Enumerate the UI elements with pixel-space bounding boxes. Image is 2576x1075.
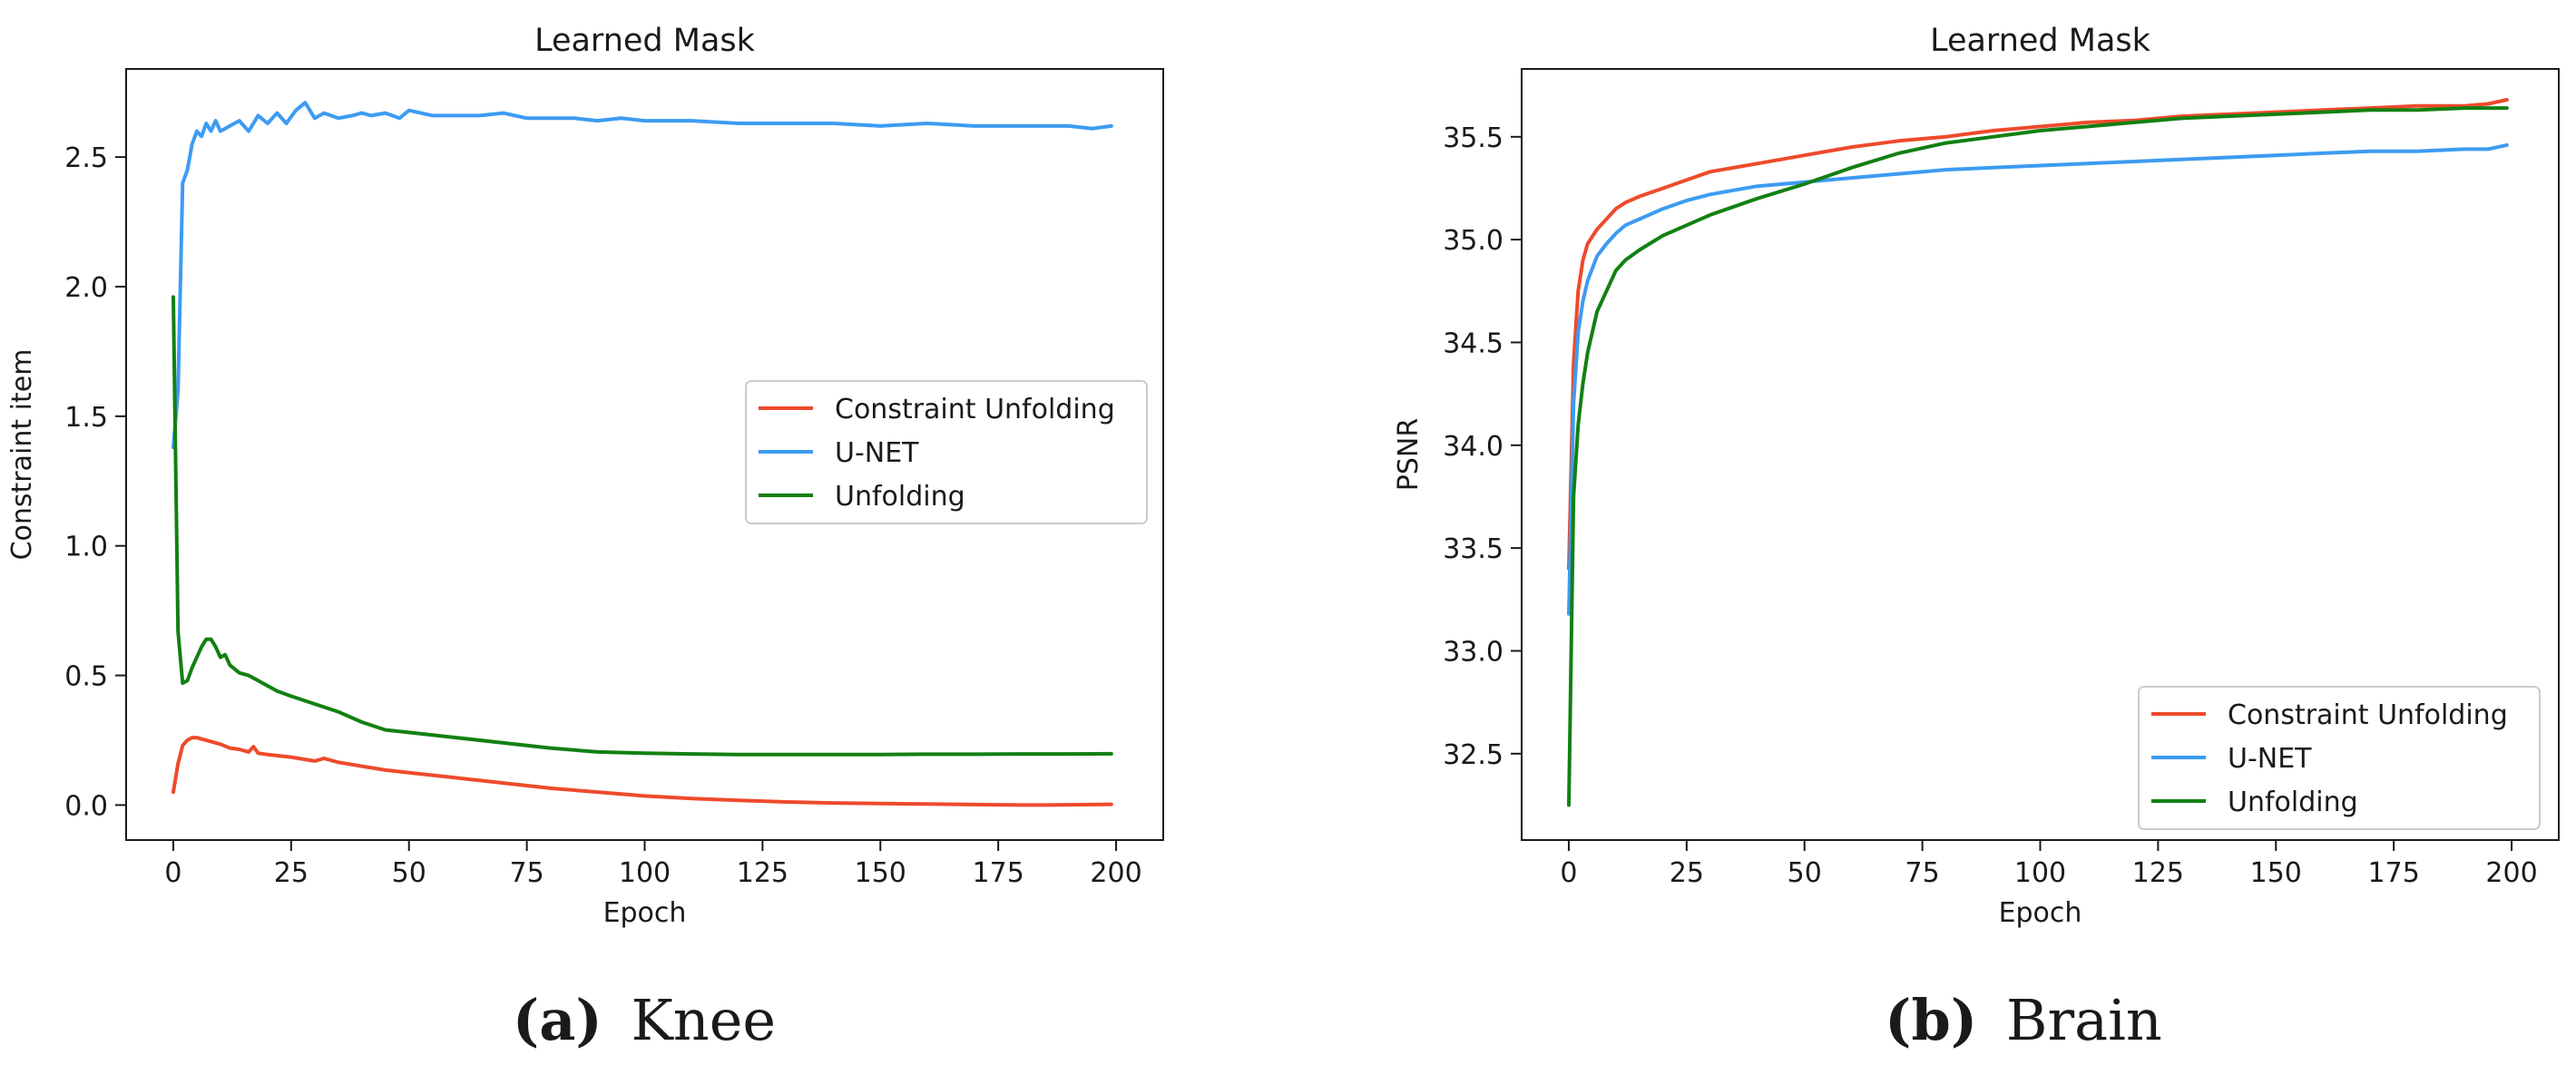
caption-brain: (b) Brain xyxy=(1885,987,2162,1053)
knee-x-tick-label: 175 xyxy=(973,857,1024,889)
brain-y-tick-label: 34.5 xyxy=(1443,327,1503,359)
knee-x-tick-label: 125 xyxy=(737,857,788,889)
brain-y-tick-label: 33.5 xyxy=(1443,533,1503,565)
brain-series-lines xyxy=(1567,98,2509,807)
knee-y-tick-label: 1.0 xyxy=(64,532,108,563)
caption-brain-letter: (b) xyxy=(1885,987,1977,1053)
caption-knee: (a) Knee xyxy=(513,987,776,1053)
brain-x-tick-label: 50 xyxy=(1788,857,1822,889)
brain-legend-label-unet: U-NET xyxy=(2228,743,2312,775)
brain-x-tick-label: 200 xyxy=(2485,857,2537,889)
brain-legend-box xyxy=(2138,686,2541,830)
knee-x-tick-label: 25 xyxy=(274,857,309,889)
knee-y-tick-label: 1.5 xyxy=(64,402,108,434)
knee-series-unet-line xyxy=(171,101,1113,450)
knee-y-axis-label: Constraint item xyxy=(6,349,38,561)
knee-legend: Constraint Unfolding U-NET Unfolding xyxy=(745,380,1148,524)
knee-y-tick-label: 2.0 xyxy=(64,272,108,304)
knee-y-tick-label: 0.5 xyxy=(64,661,108,693)
knee-x-tick-label: 150 xyxy=(855,857,906,889)
brain-series-constraint-unfolding-line xyxy=(1567,98,2509,571)
knee-legend-box xyxy=(745,380,1148,524)
brain-y-tick-label: 32.5 xyxy=(1443,739,1503,771)
brain-x-tick-label: 150 xyxy=(2250,857,2302,889)
knee-series-lines xyxy=(171,101,1113,807)
knee-chart-title: Learned Mask xyxy=(534,23,756,59)
brain-y-axis-label: PSNR xyxy=(1393,418,1425,491)
brain-chart-title: Learned Mask xyxy=(1930,23,2151,59)
knee-legend-label-constraint-unfolding: Constraint Unfolding xyxy=(835,394,1115,425)
knee-y-tick-label: 0.0 xyxy=(64,790,108,822)
svg-text:(a) Knee: (a) Knee xyxy=(513,987,776,1053)
brain-y-tick-label: 35.0 xyxy=(1443,225,1503,257)
brain-y-tick-label: 33.0 xyxy=(1443,636,1503,668)
brain-x-tick-label: 125 xyxy=(2132,857,2184,889)
caption-brain-label: Brain xyxy=(2006,987,2162,1053)
brain-legend-label-unfolding: Unfolding xyxy=(2228,787,2358,818)
brain-chart: 0 25 50 75 100 125 150 175 200 32.5 33.0 33.5 34.0 34… xyxy=(1393,23,2560,929)
svg-text:(b) Brain: (b) Brain xyxy=(1885,987,2162,1053)
brain-legend: Constraint Unfolding U-NET Unfolding xyxy=(2138,686,2541,830)
brain-x-tick-label: 100 xyxy=(2014,857,2066,889)
knee-x-tick-label: 75 xyxy=(510,857,544,889)
knee-x-tick-label: 0 xyxy=(164,857,181,889)
knee-x-tick-label: 200 xyxy=(1090,857,1141,889)
brain-x-tick-label: 175 xyxy=(2368,857,2420,889)
knee-chart: 0 25 50 75 100 125 150 175 200 0.0 0.5 1.0 1.5 2.0 2.5… xyxy=(6,23,1164,929)
knee-legend-label-unfolding: Unfolding xyxy=(835,481,965,513)
brain-x-tick-label: 25 xyxy=(1670,857,1704,889)
caption-knee-label: Knee xyxy=(631,987,776,1053)
knee-x-tick-label: 50 xyxy=(392,857,426,889)
brain-y-tick-label: 35.5 xyxy=(1443,122,1503,154)
knee-legend-label-unet: U-NET xyxy=(835,437,919,469)
brain-series-unet-line xyxy=(1567,142,2509,616)
brain-legend-label-constraint-unfolding: Constraint Unfolding xyxy=(2228,699,2508,731)
knee-series-constraint-unfolding-line xyxy=(171,736,1113,807)
knee-series-unfolding-line xyxy=(171,295,1113,757)
knee-x-axis-label: Epoch xyxy=(603,897,687,929)
brain-x-tick-label: 75 xyxy=(1905,857,1940,889)
knee-y-tick-label: 2.5 xyxy=(64,142,108,174)
brain-x-tick-label: 0 xyxy=(1560,857,1577,889)
brain-series-unfolding-line xyxy=(1567,106,2509,807)
caption-knee-letter: (a) xyxy=(513,987,602,1053)
brain-x-axis-label: Epoch xyxy=(1999,897,2082,929)
knee-x-tick-label: 100 xyxy=(619,857,671,889)
brain-y-tick-label: 34.0 xyxy=(1443,431,1503,463)
